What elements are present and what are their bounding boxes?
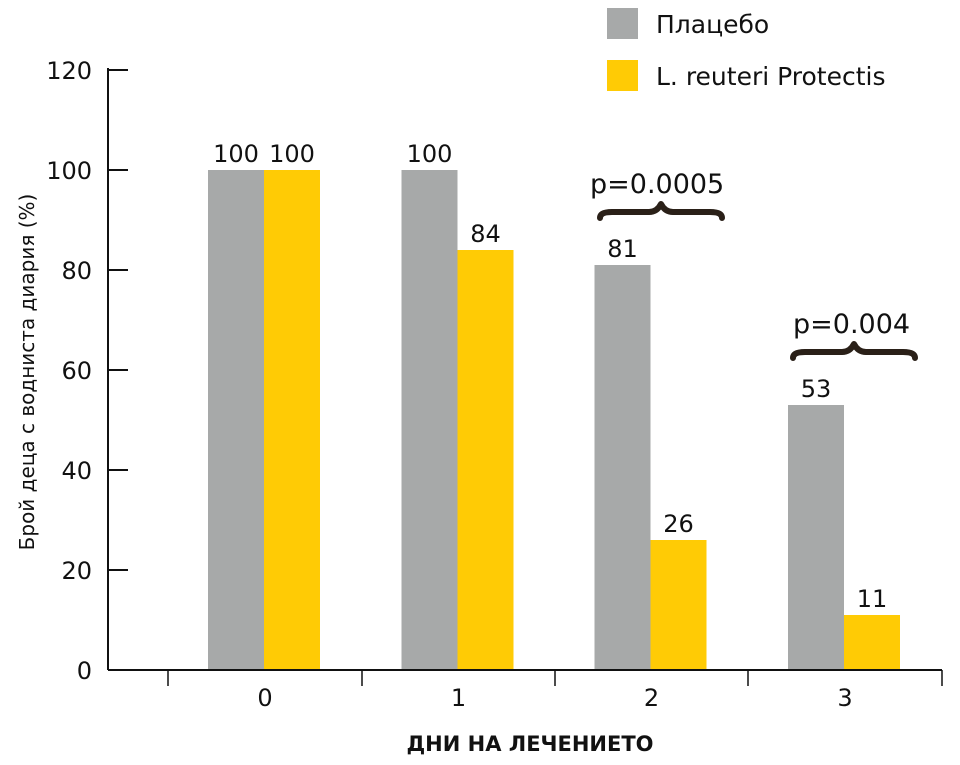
bar-reuteri-day-3 [844,615,900,670]
bar-placebo-day-1 [401,170,458,670]
y-tick-label: 0 [77,657,92,685]
p-value-annotation: p=0.004 [793,309,910,340]
bar-value-label: 11 [857,585,888,613]
legend-label: Плацебо [656,10,769,39]
y-tick-label: 100 [46,157,92,185]
y-tick-label: 60 [61,357,92,385]
y-tick-label: 20 [61,557,92,585]
x-tick-label: 3 [837,684,852,712]
bar-placebo-day-0 [208,170,264,670]
bar-placebo-day-2 [594,265,651,670]
p-value-annotation: p=0.0005 [590,169,724,200]
bar-reuteri-day-1 [457,250,514,670]
legend-swatch-reuteri [607,60,638,91]
y-tick-label: 80 [61,257,92,285]
bar-value-label: 81 [607,235,638,263]
legend-label: L. reuteri Protectis [656,62,886,91]
y-tick-label: 40 [61,457,92,485]
bar-value-label: 100 [269,140,315,168]
bar-value-label: 53 [801,375,832,403]
brace-day-3 [790,341,918,361]
bar-value-label: 100 [407,140,453,168]
x-tick-label: 2 [644,684,659,712]
bar-placebo-day-3 [788,405,844,670]
bar-reuteri-day-2 [650,540,707,670]
x-tick-label: 0 [257,684,272,712]
brace-day-2 [597,201,725,221]
y-tick-label: 120 [46,57,92,85]
bar-value-label: 100 [213,140,259,168]
x-axis-title: ДНИ НА ЛЕЧЕНИЕТО [406,732,653,756]
bar-value-label: 84 [470,220,501,248]
x-tick-label: 1 [451,684,466,712]
bar-reuteri-day-0 [264,170,320,670]
bar-value-label: 26 [663,510,694,538]
y-axis-title: Брой деца с воднистa диария (%) [15,194,39,551]
legend-swatch-placebo [607,8,638,39]
